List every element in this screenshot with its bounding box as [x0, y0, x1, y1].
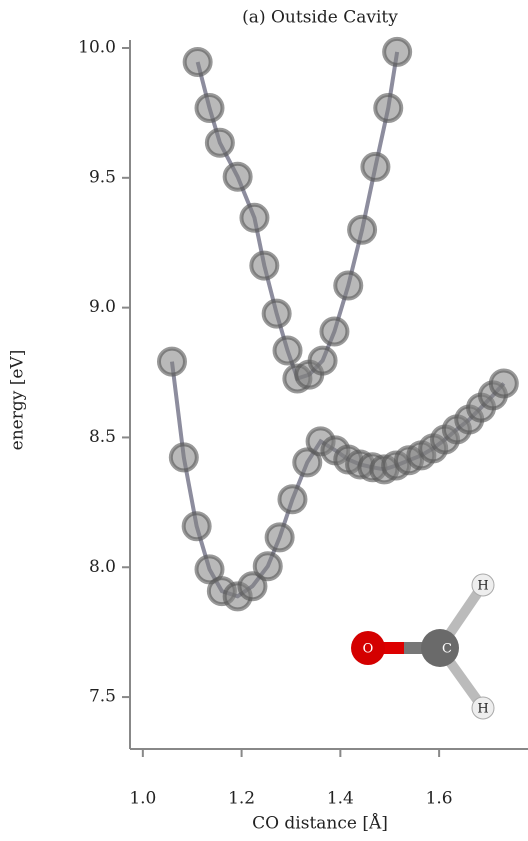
- x-axis-label: CO distance [Å]: [252, 813, 388, 834]
- data-point: [255, 553, 281, 579]
- y-tick-label: 10.0: [78, 38, 116, 58]
- atom-label: H: [477, 702, 488, 717]
- data-point: [251, 253, 277, 279]
- data-point: [335, 273, 361, 299]
- plot-area: [159, 39, 517, 609]
- atom-label: H: [477, 579, 488, 594]
- data-point: [349, 217, 375, 243]
- data-point: [384, 39, 410, 65]
- data-point: [362, 154, 388, 180]
- chart-title: (a) Outside Cavity: [242, 8, 398, 28]
- data-point: [184, 513, 210, 539]
- y-tick-label: 9.0: [89, 297, 116, 317]
- data-point: [171, 444, 197, 470]
- page: (a) Outside Cavity CO distance [Å] energ…: [0, 0, 528, 837]
- data-point: [321, 319, 347, 345]
- data-point: [207, 130, 233, 156]
- series-line: [198, 52, 397, 379]
- x-tick-label: 1.0: [129, 789, 156, 809]
- data-point: [241, 205, 267, 231]
- y-axis-label: energy [eV]: [8, 350, 28, 451]
- x-tick-label: 1.6: [426, 789, 453, 809]
- data-point: [264, 301, 290, 327]
- data-point: [159, 349, 185, 375]
- x-tick-label: 1.2: [228, 789, 255, 809]
- x-tick-label: 1.4: [327, 789, 354, 809]
- data-point: [279, 486, 305, 512]
- data-point: [275, 337, 301, 363]
- data-point: [267, 524, 293, 550]
- carbon-atom: [421, 629, 459, 667]
- data-point: [185, 49, 211, 75]
- y-tick-label: 8.5: [89, 427, 116, 447]
- atom-label: O: [363, 642, 374, 657]
- data-point: [197, 95, 223, 121]
- y-tick-label: 7.5: [89, 687, 116, 707]
- y-tick-label: 8.0: [89, 557, 116, 577]
- chart: (a) Outside Cavity CO distance [Å] energ…: [0, 0, 528, 837]
- y-tick-label: 9.5: [89, 167, 116, 187]
- data-point: [225, 164, 251, 190]
- data-point: [491, 370, 517, 396]
- atom-label: C: [442, 642, 452, 657]
- data-point: [375, 95, 401, 121]
- molecule-inset: O C H H: [351, 574, 494, 719]
- data-point: [310, 348, 336, 374]
